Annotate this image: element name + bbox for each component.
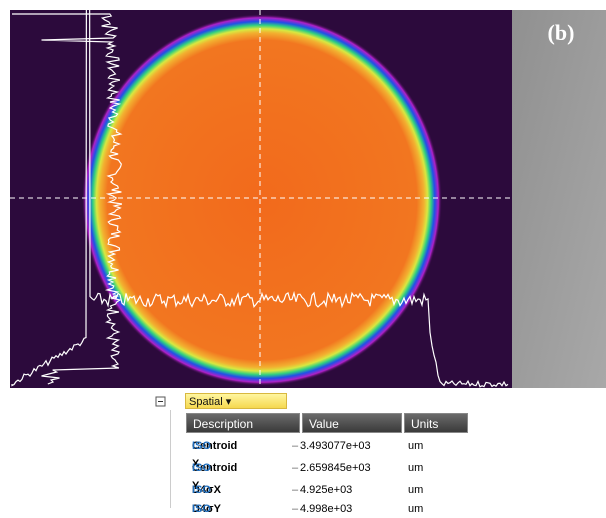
beam-spot	[82, 14, 442, 386]
row-value: 4.925e+03	[300, 481, 352, 499]
row-marker: –	[292, 437, 298, 455]
row-units: um	[408, 481, 423, 499]
row-tag: ISO	[192, 437, 211, 455]
row-value: 2.659845e+03	[300, 459, 371, 477]
side-panel	[512, 10, 606, 388]
header-cell[interactable]: Value	[302, 413, 402, 433]
row-marker: –	[292, 481, 298, 499]
row-value: 3.493077e+03	[300, 437, 371, 455]
header-cell[interactable]: Units	[404, 413, 468, 433]
dropdown-label: Spatial	[189, 396, 223, 408]
row-units: um	[408, 437, 423, 455]
row-tag: ISO	[192, 459, 211, 477]
spatial-dropdown[interactable]: Spatial ▾	[185, 393, 287, 409]
row-value: 4.998e+03	[300, 500, 352, 518]
figure-label: (b)	[548, 20, 575, 45]
row-tag: ISO	[192, 481, 211, 499]
page: {"figure_label": "(b)", "panel": {"dropd…	[0, 0, 606, 508]
row-units: um	[408, 500, 423, 518]
row-marker: –	[292, 459, 298, 477]
row-marker: –	[292, 500, 298, 518]
row-units: um	[408, 459, 423, 477]
header-cell[interactable]: Description	[186, 413, 300, 433]
row-tag: ISO	[192, 500, 211, 518]
